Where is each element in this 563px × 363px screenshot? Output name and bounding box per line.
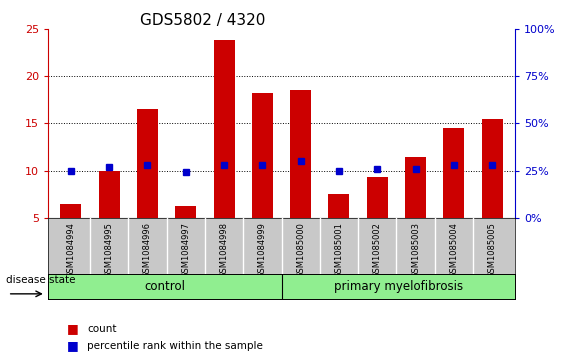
Bar — [443, 128, 464, 218]
Text: GSM1085004: GSM1085004 — [449, 222, 458, 278]
Text: GSM1085000: GSM1085000 — [296, 222, 305, 278]
Text: ■: ■ — [68, 339, 79, 352]
Bar — [99, 171, 120, 218]
Text: GSM1085002: GSM1085002 — [373, 222, 382, 278]
Bar — [481, 119, 503, 218]
Text: control: control — [144, 280, 185, 293]
Text: percentile rank within the sample: percentile rank within the sample — [87, 340, 263, 351]
Bar — [328, 194, 350, 218]
Text: count: count — [87, 323, 117, 334]
Text: GSM1085003: GSM1085003 — [411, 222, 420, 278]
Bar — [60, 204, 82, 218]
Bar — [175, 205, 196, 218]
Text: GSM1085005: GSM1085005 — [488, 222, 497, 278]
Text: GDS5802 / 4320: GDS5802 / 4320 — [140, 13, 265, 28]
Bar — [405, 158, 426, 218]
Text: GSM1084999: GSM1084999 — [258, 222, 267, 278]
Text: GSM1084996: GSM1084996 — [143, 222, 152, 278]
Bar — [367, 177, 388, 218]
Bar — [137, 109, 158, 218]
Bar — [252, 93, 273, 218]
Bar — [290, 90, 311, 218]
Text: GSM1085001: GSM1085001 — [334, 222, 343, 278]
Text: GSM1084998: GSM1084998 — [220, 222, 229, 278]
Text: GSM1084994: GSM1084994 — [66, 222, 75, 278]
Bar — [213, 40, 235, 218]
Text: disease state: disease state — [6, 276, 75, 285]
Text: GSM1084995: GSM1084995 — [105, 222, 114, 278]
Text: GSM1084997: GSM1084997 — [181, 222, 190, 278]
Text: primary myelofibrosis: primary myelofibrosis — [334, 280, 463, 293]
Text: ■: ■ — [68, 322, 79, 335]
